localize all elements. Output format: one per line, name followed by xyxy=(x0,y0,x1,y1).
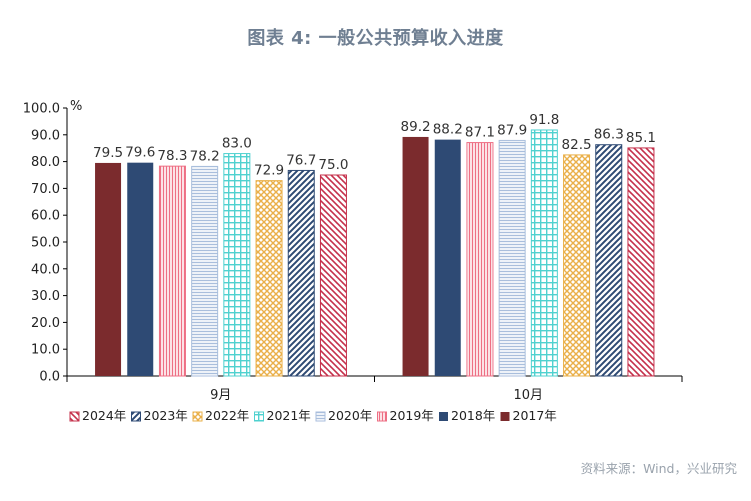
legend-swatch xyxy=(69,411,80,422)
bars xyxy=(95,129,655,377)
legend-swatch xyxy=(192,411,203,422)
data-label: 83.0 xyxy=(222,136,252,152)
data-label: 87.1 xyxy=(465,125,495,141)
bar xyxy=(191,165,219,377)
bar xyxy=(223,153,251,377)
bar xyxy=(498,139,526,377)
bar xyxy=(595,144,623,377)
data-label: 82.5 xyxy=(562,137,592,153)
bar xyxy=(319,174,347,377)
data-label: 87.9 xyxy=(497,122,527,138)
data-label: 78.3 xyxy=(157,148,187,164)
legend-swatch xyxy=(500,412,510,421)
y-tick-label: 40.0 xyxy=(31,262,60,277)
data-labels: 79.5 79.6 78.3 78.283.072.976.7 75.0 89.2 88.2… xyxy=(93,112,656,179)
data-label: 75.0 xyxy=(318,157,348,173)
legend-label: 2019年 xyxy=(390,408,434,423)
bar xyxy=(466,142,494,377)
data-label: 88.2 xyxy=(433,122,463,138)
y-tick-label: 10.0 xyxy=(31,343,60,358)
data-label: 86.3 xyxy=(594,127,624,143)
y-tick-label: 60.0 xyxy=(31,209,60,224)
data-label: 79.6 xyxy=(125,145,155,161)
source-note: 资料来源：Wind，兴业研究 xyxy=(580,461,737,476)
data-label: 76.7 xyxy=(286,152,316,168)
x-tick-label: 10月 xyxy=(513,388,543,403)
bar xyxy=(402,136,429,376)
y-tick-label: 50.0 xyxy=(31,236,60,251)
data-label: 89.2 xyxy=(401,119,431,135)
legend-label: 2021年 xyxy=(267,408,311,423)
y-axis-unit: % xyxy=(70,99,82,114)
bar xyxy=(255,180,283,377)
legend-swatch xyxy=(315,411,326,422)
y-tick-label: 30.0 xyxy=(31,289,60,304)
y-tick-label: 80.0 xyxy=(31,155,60,170)
data-label: 79.5 xyxy=(93,145,123,161)
legend-swatch xyxy=(377,411,387,422)
bar xyxy=(563,154,591,377)
y-tick-label: 100.0 xyxy=(23,102,60,117)
bar xyxy=(530,129,558,377)
bar xyxy=(95,162,122,376)
x-tick-label: 9月 xyxy=(210,388,231,403)
y-tick-label: 0.0 xyxy=(39,370,60,385)
legend-label: 2023年 xyxy=(144,408,188,423)
legend-label: 2017年 xyxy=(513,408,557,423)
axes: 0.0 10.0 20.0 30.0 40.0 50.0 60.0 70.0 80.0 90.0 1… xyxy=(23,99,683,403)
bar xyxy=(158,165,186,377)
legend: 2024年 2023年 2022年 2021年 2020年 2019年 2018年 2017年 xyxy=(69,408,557,423)
legend-swatch xyxy=(439,412,448,421)
data-label: 85.1 xyxy=(626,130,656,146)
legend-swatch xyxy=(254,411,264,422)
chart-title: 图表 4: 一般公共预算收入进度 xyxy=(247,28,504,49)
legend-label: 2024年 xyxy=(82,408,126,423)
bar xyxy=(127,162,154,376)
bar xyxy=(434,139,461,376)
y-tick-label: 70.0 xyxy=(31,182,60,197)
legend-label: 2022年 xyxy=(205,408,249,423)
data-label: 78.2 xyxy=(190,148,220,164)
legend-label: 2018年 xyxy=(451,408,495,423)
legend-swatch xyxy=(131,411,141,422)
y-tick-label: 90.0 xyxy=(31,128,60,143)
bar xyxy=(287,169,315,377)
data-label: 72.9 xyxy=(254,163,284,179)
legend-label: 2020年 xyxy=(328,408,372,423)
bar xyxy=(627,147,655,377)
y-tick-label: 20.0 xyxy=(31,316,60,331)
data-label: 91.8 xyxy=(529,112,559,128)
